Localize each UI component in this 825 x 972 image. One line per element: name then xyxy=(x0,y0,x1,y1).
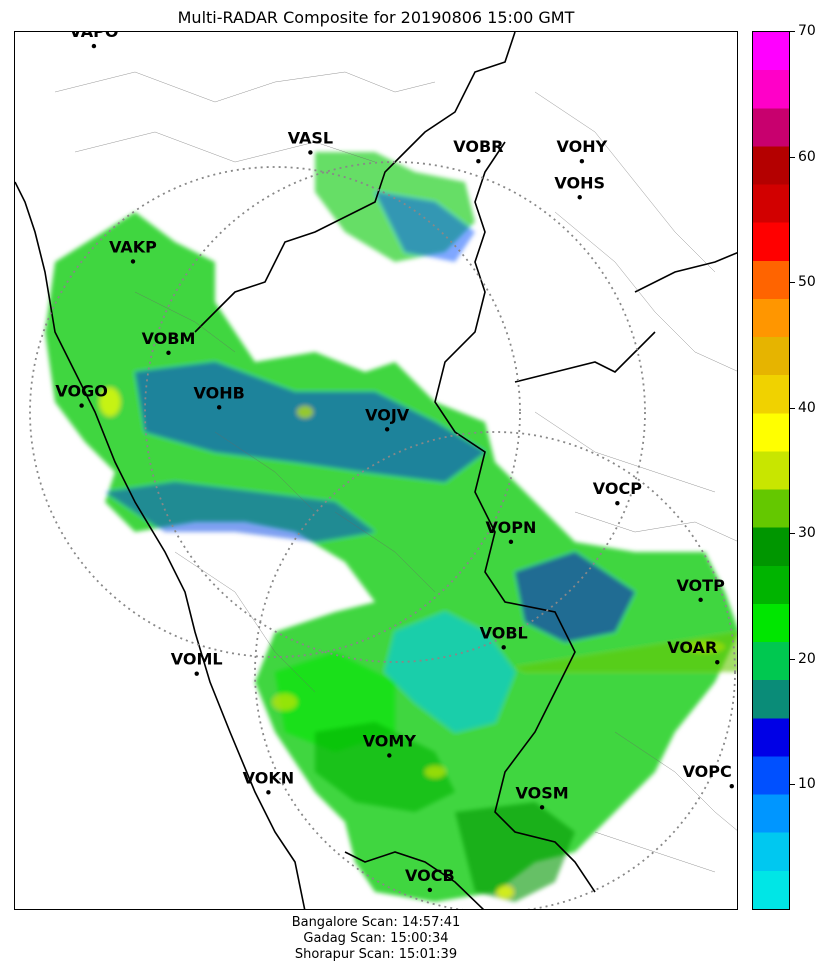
station-marker xyxy=(308,150,313,155)
colorbar-tick-label: 70 xyxy=(798,23,816,39)
station-label: VOAR xyxy=(667,638,717,657)
station-label: VOMY xyxy=(363,731,417,750)
scan-time-bangalore: Bangalore Scan: 14:57:41 xyxy=(291,915,461,930)
station-marker xyxy=(577,195,582,200)
radar-echo-layer xyxy=(45,152,737,902)
colorbar-tick-label: 60 xyxy=(798,148,816,165)
colorbar-tick-label: 50 xyxy=(798,274,816,291)
colorbar-tick-mark xyxy=(790,31,795,32)
station-label: VOML xyxy=(171,650,223,669)
station-marker xyxy=(715,660,720,665)
colorbar-tick-label: 20 xyxy=(798,650,816,667)
station-marker xyxy=(729,783,734,789)
station-label: VOHB xyxy=(194,383,245,402)
station-vohy[interactable]: VOHY xyxy=(557,137,608,164)
station-marker xyxy=(508,539,514,545)
station-vomy[interactable]: VOMY xyxy=(363,731,417,758)
station-vakp[interactable]: VAKP xyxy=(109,237,157,264)
station-marker xyxy=(476,159,481,164)
station-label: VOJV xyxy=(365,405,410,424)
colorbar-tick-label: 30 xyxy=(798,525,816,542)
colorbar-tick-mark xyxy=(790,282,795,284)
colorbar-tick-mark xyxy=(790,533,795,535)
station-label: VOBR xyxy=(453,137,503,156)
station-marker xyxy=(698,597,703,603)
colorbar: 10 20 30 40 50 60 70 xyxy=(752,24,822,910)
station-marker xyxy=(266,790,271,795)
chart-title: Multi-RADAR Composite for 20190806 15:00… xyxy=(177,8,575,27)
station-vopc[interactable]: VOPC xyxy=(683,762,734,789)
station-marker xyxy=(216,405,222,410)
state-boundaries xyxy=(15,32,737,909)
station-marker xyxy=(579,159,585,164)
station-marker xyxy=(384,427,390,432)
colorbar-tick-mark xyxy=(790,784,795,786)
station-label: VOGO xyxy=(55,382,107,401)
station-vohb[interactable]: VOHB xyxy=(194,383,245,410)
station-label: VOSM xyxy=(515,783,568,802)
colorbar-gradient xyxy=(752,31,790,910)
station-label: VOCP xyxy=(593,479,642,498)
station-marker xyxy=(387,753,392,758)
station-marker xyxy=(194,671,199,676)
station-label: VOTP xyxy=(676,576,725,595)
district-boundaries xyxy=(54,71,737,873)
radar-map[interactable]: VAPO VASL VOBR VOHY VOHS VAKP VOBM VOGO VOHB VOJV… xyxy=(14,31,738,910)
station-label: VOHS xyxy=(554,173,605,192)
scan-time-shorapur: Shorapur Scan: 15:01:39 xyxy=(294,947,458,962)
station-marker xyxy=(427,887,433,893)
station-voar[interactable]: VOAR xyxy=(667,638,720,665)
station-vasl[interactable]: VASL xyxy=(288,128,333,155)
station-vobr[interactable]: VOBR xyxy=(453,137,503,164)
colorbar-tick-mark xyxy=(790,156,795,158)
station-marker xyxy=(79,403,84,408)
station-vokn[interactable]: VOKN xyxy=(243,768,295,795)
station-label: VOCB xyxy=(405,866,455,885)
station-label: VASL xyxy=(288,128,333,147)
station-marker xyxy=(130,259,136,264)
station-votp[interactable]: VOTP xyxy=(676,576,725,603)
station-vojv[interactable]: VOJV xyxy=(365,405,410,432)
station-vocb[interactable]: VOCB xyxy=(405,866,455,893)
station-vohs[interactable]: VOHS xyxy=(554,173,605,200)
station-label: VOBM xyxy=(142,329,196,348)
station-marker xyxy=(166,350,171,356)
colorbar-tick-label: 40 xyxy=(798,399,816,416)
station-label: VOBL xyxy=(480,623,528,642)
radar-map-canvas: VAPO VASL VOBR VOHY VOHS VAKP VOBM VOGO VOHB VOJV… xyxy=(15,32,737,909)
station-vosm[interactable]: VOSM xyxy=(515,783,569,810)
station-marker xyxy=(539,805,545,810)
station-vopn[interactable]: VOPN xyxy=(486,518,537,545)
station-marker xyxy=(501,645,506,650)
station-label: VAPO xyxy=(69,32,118,41)
scan-times: Bangalore Scan: 14:57:41 Gadag Scan: 15:… xyxy=(0,915,752,963)
station-vogo[interactable]: VOGO xyxy=(55,382,108,408)
station-marker xyxy=(91,43,97,49)
station-vocp[interactable]: VOCP xyxy=(593,479,642,506)
station-layer: VAPO VASL VOBR VOHY VOHS VAKP VOBM VOGO VOHB VOJV… xyxy=(55,32,734,893)
station-label: VOPN xyxy=(486,518,537,537)
station-voml[interactable]: VOML xyxy=(171,650,223,676)
colorbar-tick-label: 10 xyxy=(798,776,816,793)
station-label: VAKP xyxy=(109,237,157,256)
station-marker xyxy=(615,500,620,506)
station-vobl[interactable]: VOBL xyxy=(480,623,528,650)
station-vobm[interactable]: VOBM xyxy=(142,329,196,356)
colorbar-tick-mark xyxy=(790,658,795,660)
station-label: VOPC xyxy=(683,762,732,781)
radar-range-rings xyxy=(29,161,736,909)
station-label: VOKN xyxy=(243,768,295,787)
station-label: VOHY xyxy=(557,137,608,156)
colorbar-tick-mark xyxy=(790,407,795,409)
station-vapo[interactable]: VAPO xyxy=(69,32,118,49)
scan-time-gadag: Gadag Scan: 15:00:34 xyxy=(303,931,449,946)
